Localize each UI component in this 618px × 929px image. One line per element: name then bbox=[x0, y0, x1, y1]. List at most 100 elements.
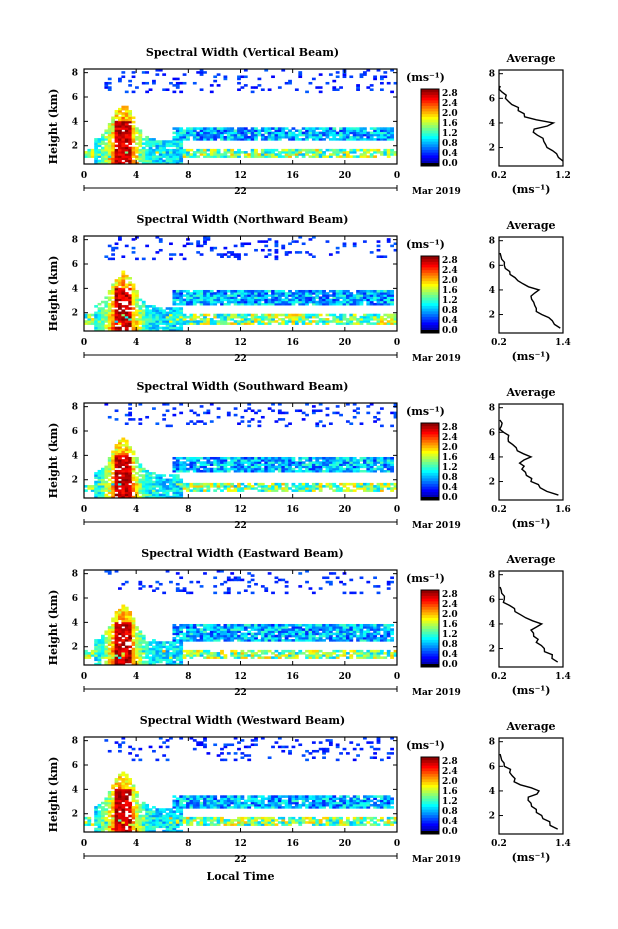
heatmap-cell bbox=[390, 129, 394, 133]
heatmap-cell bbox=[158, 493, 163, 497]
heatmap-cell bbox=[135, 478, 139, 482]
colorbar-segment bbox=[421, 598, 439, 602]
heatmap-cell bbox=[131, 452, 136, 456]
heatmap-cell bbox=[308, 300, 313, 304]
heatmap-cell bbox=[175, 656, 180, 659]
heatmap-cell bbox=[186, 300, 190, 304]
heatmap-cell bbox=[124, 307, 129, 310]
heatmap-cell bbox=[182, 294, 187, 297]
heatmap-cell bbox=[97, 654, 102, 657]
heatmap-cell bbox=[223, 469, 228, 473]
heatmap-cell bbox=[322, 634, 326, 638]
heatmap-cell bbox=[267, 487, 272, 490]
heatmap-cell bbox=[243, 289, 248, 293]
heatmap-cell bbox=[111, 313, 116, 317]
heatmap-cell bbox=[308, 294, 313, 297]
heatmap-cell bbox=[254, 151, 258, 154]
heatmap-cell bbox=[135, 632, 139, 636]
heatmap-cell bbox=[158, 148, 163, 152]
heatmap-cell bbox=[152, 482, 156, 486]
heatmap-cell bbox=[267, 632, 272, 636]
heatmap-cell bbox=[114, 617, 119, 621]
heatmap-cell bbox=[332, 133, 337, 137]
heatmap-cell bbox=[271, 459, 275, 462]
heatmap-cell bbox=[311, 138, 316, 141]
heatmap-cell bbox=[97, 142, 102, 145]
heatmap-cell bbox=[267, 465, 272, 469]
heatmap-cell bbox=[152, 155, 156, 158]
heatmap-cell bbox=[196, 135, 201, 139]
heatmap-cell bbox=[145, 660, 150, 664]
heatmap-cell bbox=[111, 823, 116, 826]
heatmap-cell bbox=[247, 294, 252, 297]
heatmap-cell bbox=[199, 244, 204, 248]
heatmap-cell bbox=[298, 131, 303, 135]
heatmap-cell bbox=[124, 478, 129, 482]
heatmap-cell bbox=[349, 127, 354, 130]
x-tick-label: 12 bbox=[234, 672, 247, 682]
heatmap-cell bbox=[128, 485, 133, 488]
heatmap-cell bbox=[230, 296, 235, 300]
heatmap-cell bbox=[359, 302, 364, 306]
heatmap-cell bbox=[393, 313, 398, 317]
heatmap-cell bbox=[118, 439, 122, 443]
heatmap-cell bbox=[247, 302, 252, 306]
heatmap-cell bbox=[138, 491, 143, 495]
heatmap-cell bbox=[315, 636, 320, 640]
heatmap-cell bbox=[264, 652, 269, 655]
heatmap-cell bbox=[124, 469, 129, 473]
heatmap-cell bbox=[145, 151, 150, 154]
heatmap-cell bbox=[345, 469, 350, 473]
heatmap-cell bbox=[175, 482, 180, 486]
heatmap-cell bbox=[148, 326, 153, 330]
heatmap-cell bbox=[240, 289, 245, 293]
heatmap-cell bbox=[257, 459, 262, 462]
heatmap-cell bbox=[135, 155, 139, 158]
heatmap-cell bbox=[240, 632, 245, 636]
heatmap-cell bbox=[277, 403, 282, 406]
heatmap-cell bbox=[118, 615, 122, 618]
heatmap-cell bbox=[393, 403, 398, 406]
heatmap-cell bbox=[288, 302, 292, 306]
x-tick-label: 8 bbox=[185, 672, 191, 682]
heatmap-cell bbox=[305, 292, 309, 295]
heatmap-cell bbox=[247, 626, 252, 629]
heatmap-cell bbox=[158, 652, 163, 655]
heatmap-cell bbox=[118, 485, 122, 488]
heatmap-cell bbox=[114, 131, 119, 135]
heatmap-cell bbox=[114, 461, 119, 464]
heatmap-cell bbox=[213, 133, 218, 137]
heatmap-cell bbox=[165, 315, 170, 319]
heatmap-cell bbox=[141, 257, 146, 261]
heatmap-cell bbox=[325, 630, 330, 634]
heatmap-cell bbox=[237, 456, 241, 460]
heatmap-cell bbox=[342, 322, 347, 325]
heatmap-cell bbox=[165, 140, 170, 143]
heatmap-cell bbox=[339, 320, 343, 323]
heatmap-cell bbox=[179, 647, 184, 651]
heatmap-cell bbox=[274, 654, 279, 657]
heatmap-cell bbox=[141, 467, 146, 471]
heatmap-cell bbox=[376, 485, 381, 488]
heatmap-cell bbox=[94, 485, 99, 488]
heatmap-cell bbox=[131, 320, 136, 323]
heatmap-cell bbox=[373, 628, 377, 631]
heatmap-cell bbox=[203, 634, 207, 638]
heatmap-cell bbox=[114, 311, 119, 315]
heatmap-cell bbox=[111, 148, 116, 152]
heatmap-cell bbox=[199, 485, 204, 488]
heatmap-cell bbox=[291, 485, 296, 488]
heatmap-cell bbox=[192, 649, 197, 653]
heatmap-cell bbox=[230, 630, 235, 634]
heatmap-cell bbox=[128, 645, 133, 649]
heatmap-cell bbox=[182, 639, 187, 642]
heatmap-cell bbox=[294, 129, 299, 133]
heatmap-cell bbox=[203, 463, 207, 467]
heatmap-cell bbox=[281, 133, 286, 137]
heatmap-cell bbox=[233, 487, 238, 490]
heatmap-cell bbox=[97, 821, 102, 824]
heatmap-cell bbox=[226, 482, 231, 486]
heatmap-cell bbox=[203, 461, 207, 464]
heatmap-cell bbox=[322, 485, 326, 488]
heatmap-cell bbox=[141, 81, 146, 85]
